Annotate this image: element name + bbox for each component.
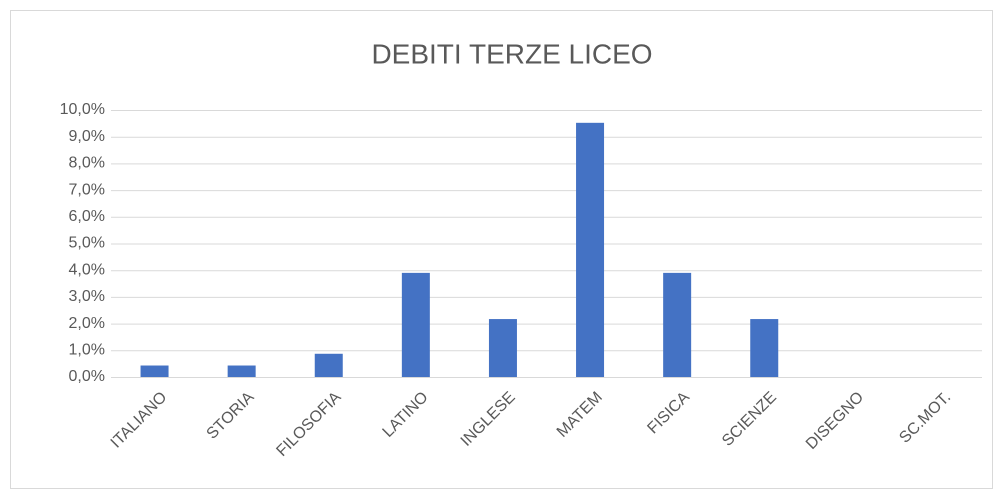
chart-border: [10, 10, 993, 489]
bar: [140, 365, 169, 377]
y-tick-label: 0,0%: [69, 368, 105, 385]
y-tick-label: 5,0%: [69, 235, 105, 252]
bar: [663, 272, 692, 377]
bar: [314, 353, 343, 377]
y-tick-label: 10,0%: [60, 101, 105, 118]
bar: [750, 319, 779, 377]
bar: [576, 122, 605, 377]
y-tick-label: 3,0%: [69, 288, 105, 305]
y-tick-label: 8,0%: [69, 155, 105, 172]
bar: [227, 365, 256, 377]
bar: [401, 272, 430, 377]
y-tick-label: 4,0%: [69, 261, 105, 278]
y-tick-label: 7,0%: [69, 181, 105, 198]
y-tick-label: 6,0%: [69, 208, 105, 225]
y-tick-label: 9,0%: [69, 128, 105, 145]
bar: [488, 319, 517, 377]
chart-title: DEBITI TERZE LICEO: [371, 38, 652, 69]
y-tick-label: 2,0%: [69, 315, 105, 332]
y-tick-label: 1,0%: [69, 342, 105, 359]
